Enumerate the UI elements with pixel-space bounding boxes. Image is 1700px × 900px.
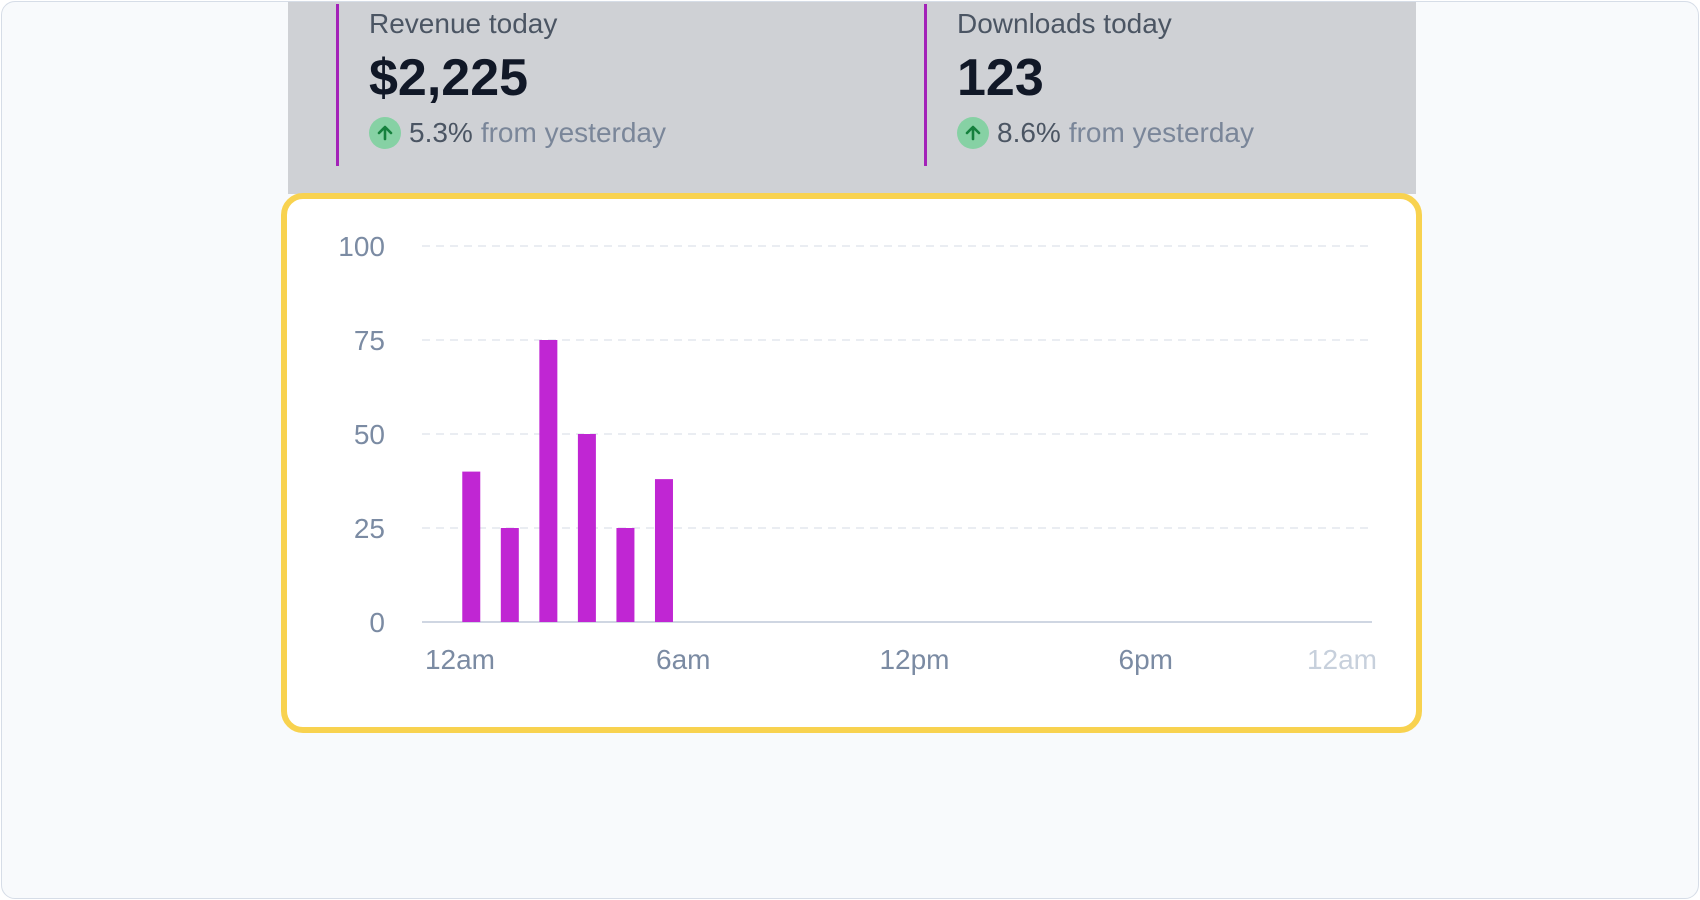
arrow-up-icon	[369, 117, 401, 149]
y-tick-label: 100	[338, 231, 385, 262]
y-tick-label: 25	[354, 513, 385, 544]
x-tick-label: 6pm	[1119, 644, 1173, 675]
downloads-stat: Downloads today 123 8.6% from yesterday	[924, 4, 1404, 166]
x-tick-label: 12am	[1307, 644, 1377, 675]
chart-bar[interactable]	[577, 434, 596, 622]
y-tick-label: 75	[354, 325, 385, 356]
downloads-change-percent: 8.6%	[997, 117, 1061, 148]
chart-bar[interactable]	[616, 528, 635, 622]
chart-bar[interactable]	[500, 528, 519, 622]
arrow-up-icon	[957, 117, 989, 149]
downloads-change-text: from yesterday	[1068, 117, 1254, 148]
chart-bar[interactable]	[539, 340, 558, 622]
downloads-label: Downloads today	[957, 8, 1172, 39]
chart-bar[interactable]	[654, 479, 673, 622]
chart-bar[interactable]	[462, 471, 481, 622]
x-tick-label: 6am	[656, 644, 710, 675]
stats-panel: Revenue today $2,225 5.3% from yesterday…	[288, 2, 1416, 194]
revenue-label: Revenue today	[369, 8, 558, 39]
revenue-change-text: from yesterday	[480, 117, 666, 148]
revenue-value: $2,225	[369, 49, 529, 107]
y-tick-label: 50	[354, 419, 385, 450]
hourly-chart-card[interactable]: 100 75 50 25 0 12am 6am 12pm 6pm 12am	[281, 193, 1422, 733]
x-tick-label: 12am	[425, 644, 495, 675]
y-tick-label: 0	[369, 607, 385, 638]
revenue-change: 5.3% from yesterday	[369, 116, 666, 150]
revenue-stat: Revenue today $2,225 5.3% from yesterday	[336, 4, 876, 166]
downloads-change: 8.6% from yesterday	[957, 116, 1254, 150]
bar-chart: 100 75 50 25 0 12am 6am 12pm 6pm 12am	[338, 231, 1377, 675]
x-tick-label: 12pm	[879, 644, 949, 675]
downloads-value: 123	[957, 49, 1044, 107]
revenue-change-percent: 5.3%	[409, 117, 473, 148]
